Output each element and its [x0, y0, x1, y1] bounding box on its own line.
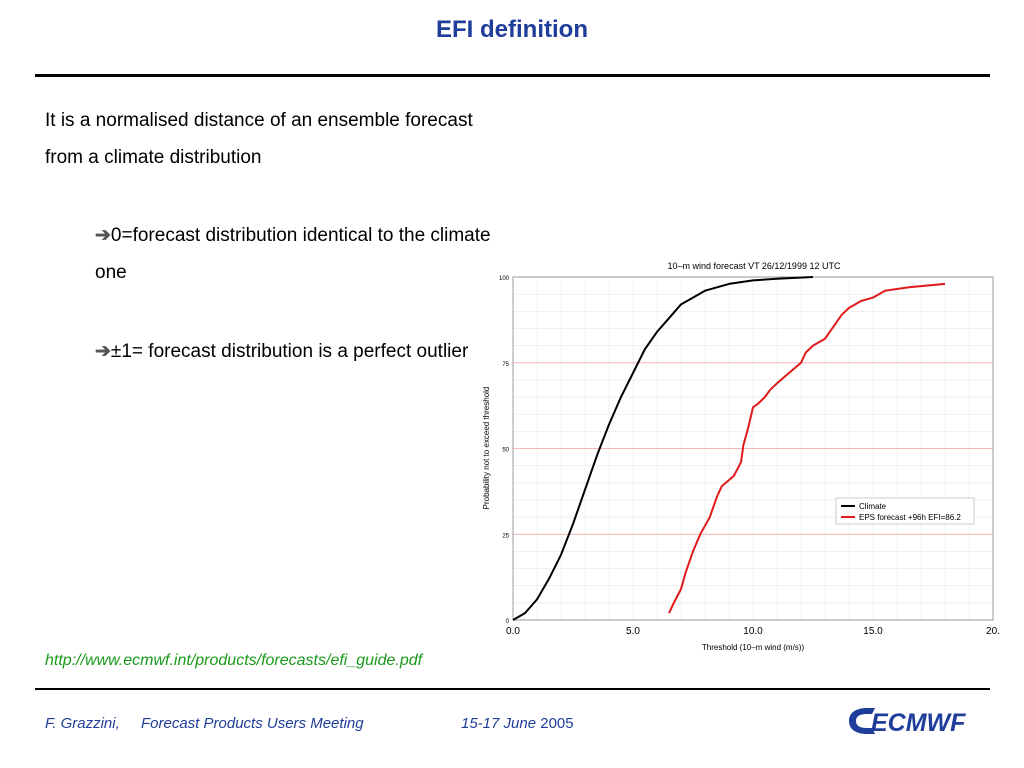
y-tick-label: 100 [499, 276, 510, 282]
footer-dates: 15-17 June 2005 [461, 715, 574, 732]
y-tick-label: 50 [502, 448, 509, 454]
y-tick-label: 75 [502, 362, 509, 368]
ecmwf-logo: ECMWF [849, 708, 966, 737]
eps-forecast-line [668, 282, 946, 614]
footer-author: F. Grazzini, [45, 715, 120, 732]
logo-wordmark: ECMWF [871, 709, 966, 737]
y-axis-label: Probability not to exceed threshold [482, 387, 491, 510]
x-tick-label: 10.0 [743, 626, 763, 637]
bullet-zero: ➔0=forecast distribution identical to th… [95, 217, 515, 291]
x-tick-label: 5.0 [626, 626, 640, 637]
footer-date-range: 15-17 June [461, 715, 537, 732]
efi-guide-link[interactable]: http://www.ecmwf.int/products/forecasts/… [45, 652, 423, 669]
top-divider [35, 74, 990, 77]
plot-frame [512, 276, 994, 621]
x-axis-label: Threshold (10–m wind (m/s)) [702, 643, 805, 652]
legend-box [835, 497, 975, 525]
climate-line [512, 276, 814, 621]
y-axis-ticks: 0 25 50 75 100 [499, 276, 510, 625]
series-lines [512, 276, 946, 621]
bullet-one: ➔±1= forecast distribution is a perfect … [95, 333, 495, 370]
x-tick-label: 20. [986, 626, 1000, 637]
x-tick-label: 15.0 [863, 626, 883, 637]
efi-chart: 10–m wind forecast VT 26/12/1999 12 UTC … [482, 261, 1000, 652]
legend-label-climate: Climate [859, 502, 887, 511]
y-tick-label: 25 [502, 533, 509, 539]
bullet-one-text: ±1= forecast distribution is a perfect o… [110, 341, 469, 362]
legend-label-eps: EPS forecast +96h EFI=86.2 [859, 513, 961, 522]
footer-meeting: Forecast Products Users Meeting [141, 715, 364, 732]
chart-grid [512, 276, 994, 621]
right-arrow-icon: ➔ [95, 225, 111, 246]
x-tick-label: 0.0 [506, 626, 520, 637]
slide-title: EFI definition [436, 16, 588, 43]
chart-title: 10–m wind forecast VT 26/12/1999 12 UTC [668, 261, 841, 271]
y-tick-label: 0 [506, 619, 510, 625]
chart-legend: Climate EPS forecast +96h EFI=86.2 [835, 497, 975, 525]
bullet-zero-text: 0=forecast distribution identical to the… [95, 225, 491, 283]
logo-swirl-icon [849, 708, 875, 734]
footer-year: 2005 [540, 715, 574, 732]
bottom-divider [35, 688, 990, 690]
definition-paragraph: It is a normalised distance of an ensemb… [45, 110, 473, 168]
x-axis-ticks: 0.0 5.0 10.0 15.0 20. [506, 626, 1000, 637]
right-arrow-icon: ➔ [95, 341, 111, 362]
